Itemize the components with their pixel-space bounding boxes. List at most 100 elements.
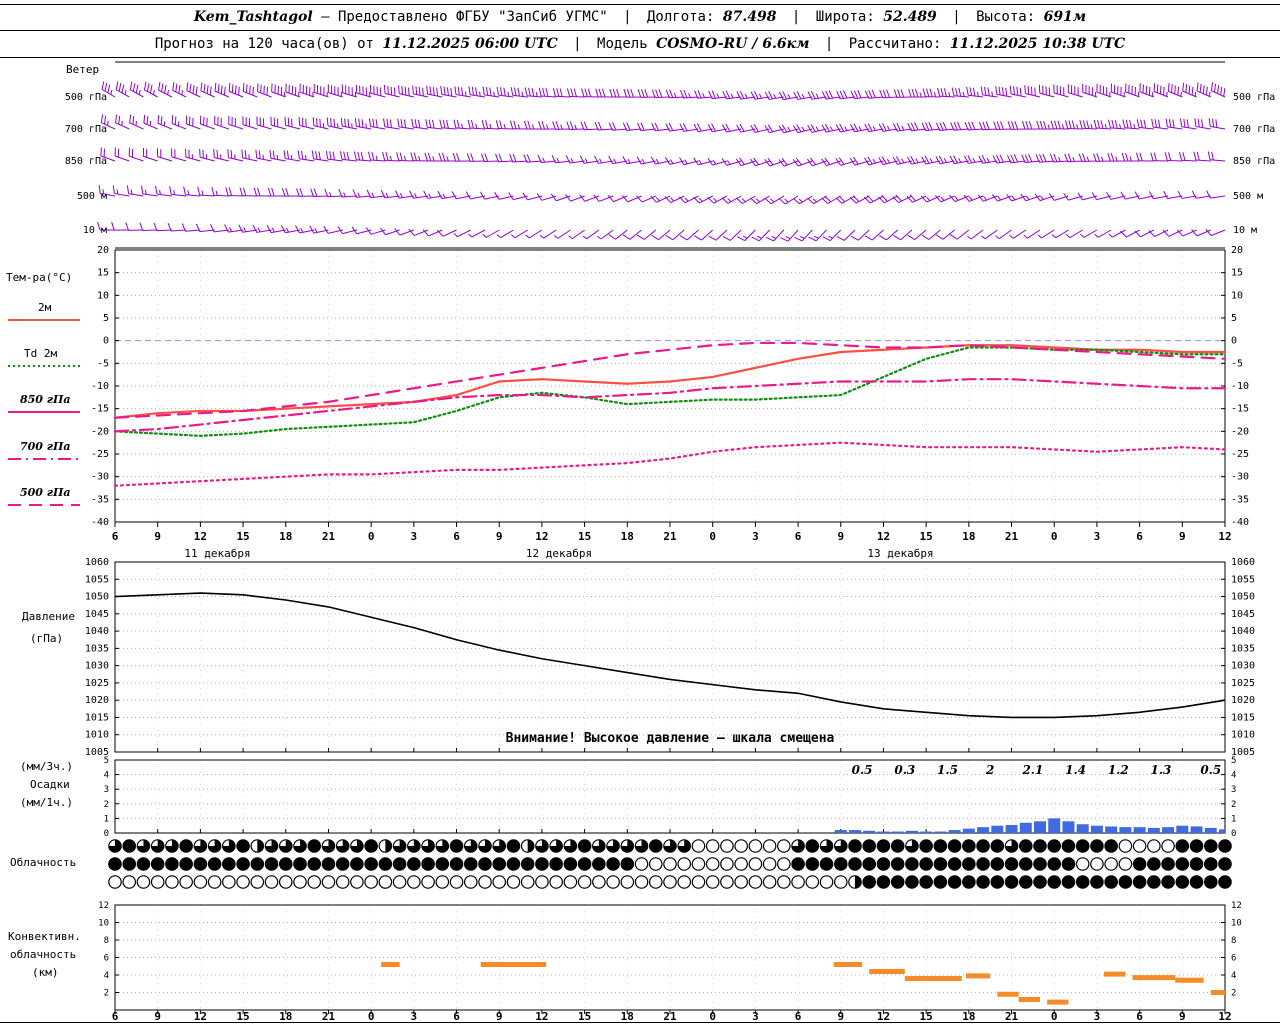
model-value: COSMO-RU / 6.6км	[656, 36, 810, 52]
legend-label-850: 850 гПа	[20, 393, 71, 406]
temperature-curves	[113, 341, 1227, 487]
svg-text:-5: -5	[1231, 358, 1243, 369]
axis-labels: 6699121215151818212100336699121215151818…	[65, 92, 1275, 1023]
svg-text:0: 0	[709, 1010, 716, 1023]
precip-3h-amount: 1.4	[1065, 763, 1086, 777]
svg-text:-20: -20	[91, 426, 109, 437]
svg-text:2: 2	[1231, 800, 1236, 810]
svg-text:2: 2	[104, 989, 109, 999]
precip-3h-amount: 0.3	[894, 763, 915, 777]
cloud-symbols	[108, 839, 1232, 889]
svg-text:3: 3	[1231, 785, 1236, 795]
svg-text:5: 5	[104, 756, 109, 766]
pressure-curve	[114, 592, 1226, 719]
svg-text:12: 12	[98, 901, 109, 911]
legend-label-t2m: 2м	[38, 301, 52, 314]
latitude-label: Широта:	[815, 9, 875, 25]
svg-text:11 декабря: 11 декабря	[184, 547, 250, 560]
svg-text:1010: 1010	[85, 730, 109, 741]
svg-text:5: 5	[103, 313, 109, 324]
pressure-panel-units: (гПа)	[30, 632, 64, 645]
precip-3h-amount: 0.5	[1200, 763, 1221, 777]
svg-text:1055: 1055	[85, 574, 109, 585]
latitude-value: 52.489	[883, 9, 937, 25]
header-top-rule	[0, 4, 1280, 5]
temp-series-700 гПа	[113, 378, 1227, 433]
svg-text:6: 6	[795, 530, 802, 543]
svg-text:3: 3	[411, 1010, 418, 1023]
longitude-label: Долгота:	[646, 9, 715, 25]
svg-text:12: 12	[535, 1010, 548, 1023]
legend-label-700: 700 гПа	[20, 440, 71, 453]
svg-text:1015: 1015	[85, 712, 109, 723]
svg-text:0: 0	[368, 530, 375, 543]
svg-text:1015: 1015	[1231, 712, 1255, 723]
wind-barbs-row-4	[97, 221, 1226, 242]
svg-text:18: 18	[962, 530, 975, 543]
svg-text:1040: 1040	[85, 626, 109, 637]
svg-text:9: 9	[154, 1010, 161, 1023]
svg-text:3: 3	[752, 530, 759, 543]
svg-text:-10: -10	[1231, 381, 1249, 392]
conv-panel-title-2: облачность	[10, 948, 77, 961]
wind-level-label: 500 м	[77, 191, 107, 202]
svg-text:9: 9	[837, 1010, 844, 1023]
header-line-1: Kem_Tashtagol — Предоставлено ФГБУ "ЗапС…	[0, 9, 1280, 25]
svg-text:1025: 1025	[85, 678, 109, 689]
svg-text:6: 6	[1136, 530, 1143, 543]
svg-text:0: 0	[103, 336, 109, 347]
separator: |	[791, 9, 801, 25]
svg-text:1020: 1020	[1231, 695, 1255, 706]
svg-text:3: 3	[752, 1010, 759, 1023]
svg-text:21: 21	[322, 1010, 336, 1023]
svg-text:1055: 1055	[1231, 574, 1255, 585]
svg-text:12: 12	[1218, 1010, 1231, 1023]
temp-legend-samples	[8, 319, 80, 506]
svg-text:12: 12	[194, 1010, 207, 1023]
svg-text:5: 5	[1231, 756, 1236, 766]
svg-text:0: 0	[1051, 1010, 1058, 1023]
svg-text:3: 3	[104, 785, 109, 795]
wind-panel-title: Ветер	[66, 63, 100, 76]
svg-text:-35: -35	[1231, 494, 1249, 505]
svg-text:-30: -30	[1231, 472, 1249, 483]
svg-text:-25: -25	[1231, 449, 1249, 460]
wind-level-label: 850 гПа	[1233, 156, 1275, 167]
precip-bars: 0.5 0.3 1.5 2 2.1 1.4 1.2 1.3 0.5	[834, 763, 1225, 833]
svg-text:12 декабря: 12 декабря	[526, 547, 592, 560]
svg-text:-5: -5	[97, 358, 109, 369]
svg-text:18: 18	[621, 1010, 634, 1023]
svg-text:15: 15	[236, 1010, 249, 1023]
svg-text:-30: -30	[91, 472, 109, 483]
svg-text:2: 2	[104, 800, 109, 810]
wind-barbs-row-0	[101, 81, 1226, 101]
wind-level-label: 500 гПа	[1233, 92, 1275, 103]
svg-text:21: 21	[1005, 1010, 1019, 1023]
svg-text:9: 9	[496, 530, 503, 543]
svg-text:8: 8	[104, 936, 109, 946]
legend-label-td2m: Td 2м	[24, 347, 58, 360]
svg-text:21: 21	[663, 1010, 677, 1023]
wind-level-label: 700 гПа	[65, 124, 107, 135]
svg-text:1030: 1030	[85, 661, 109, 672]
svg-text:1: 1	[104, 814, 109, 824]
svg-text:6: 6	[1136, 1010, 1143, 1023]
svg-text:1045: 1045	[85, 609, 109, 620]
conv-panel-title-1: Конвективн.	[8, 930, 81, 943]
svg-text:4: 4	[104, 771, 109, 781]
cloud-panel-title: Облачность	[10, 856, 77, 869]
svg-text:1050: 1050	[1231, 592, 1255, 603]
svg-text:-25: -25	[91, 449, 109, 460]
precip-3h-amount: 2	[985, 763, 994, 777]
precip-panel-title: Осадки	[30, 778, 70, 791]
svg-text:6: 6	[1231, 954, 1236, 964]
wind-level-label: 10 м	[83, 225, 107, 236]
page-bottom-rule	[0, 1022, 1280, 1023]
svg-text:9: 9	[1179, 1010, 1186, 1023]
precip-3h-amount: 1.3	[1151, 763, 1172, 777]
forecast-prefix: Прогноз на 120 часа(ов) от	[154, 36, 374, 52]
svg-text:1060: 1060	[1231, 557, 1255, 568]
legend-label-500: 500 гПа	[20, 486, 71, 499]
